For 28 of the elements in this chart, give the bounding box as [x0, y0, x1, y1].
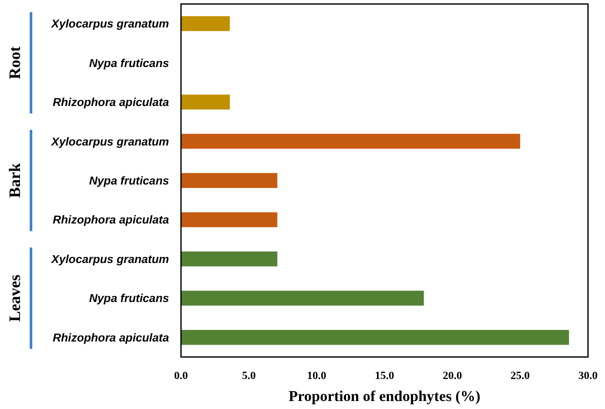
y-tick-label: Nypa fruticans: [89, 58, 169, 70]
y-tick-label: Rhizophora apiculata: [52, 332, 170, 344]
x-axis-title: Proportion of endophytes (%): [288, 389, 480, 405]
y-tick-label: Nypa fruticans: [89, 176, 169, 188]
x-tick-label: 15.0: [374, 370, 395, 382]
bar: [181, 330, 570, 345]
y-tick-label: Nypa fruticans: [89, 293, 169, 306]
bar: [181, 212, 278, 228]
x-tick-label: 30.0: [578, 370, 598, 382]
bar: [181, 134, 520, 149]
y-tick-label: Xylocarpus granatum: [50, 254, 169, 266]
bar: [181, 290, 424, 306]
y-tick-label: Xylocarpus granatum: [50, 136, 169, 148]
y-tick-label: Rhizophora apiculata: [52, 97, 170, 110]
bar: [181, 94, 230, 110]
y-tick-label: Xylocarpus granatum: [50, 18, 169, 31]
y-tick-label: Rhizophora apiculata: [52, 214, 170, 227]
bar: [181, 16, 230, 32]
x-tick-label: 10.0: [307, 370, 327, 382]
bar: [181, 173, 278, 188]
x-tick-label: 5.0: [242, 370, 256, 382]
x-tick-label: 0.0: [174, 370, 188, 382]
x-tick-label: 20.0: [442, 370, 462, 382]
text: Leaves: [7, 274, 24, 322]
text: Root: [7, 46, 24, 80]
x-tick-label: 25.0: [510, 370, 530, 382]
bar: [181, 251, 278, 266]
text: Bark: [7, 163, 24, 198]
